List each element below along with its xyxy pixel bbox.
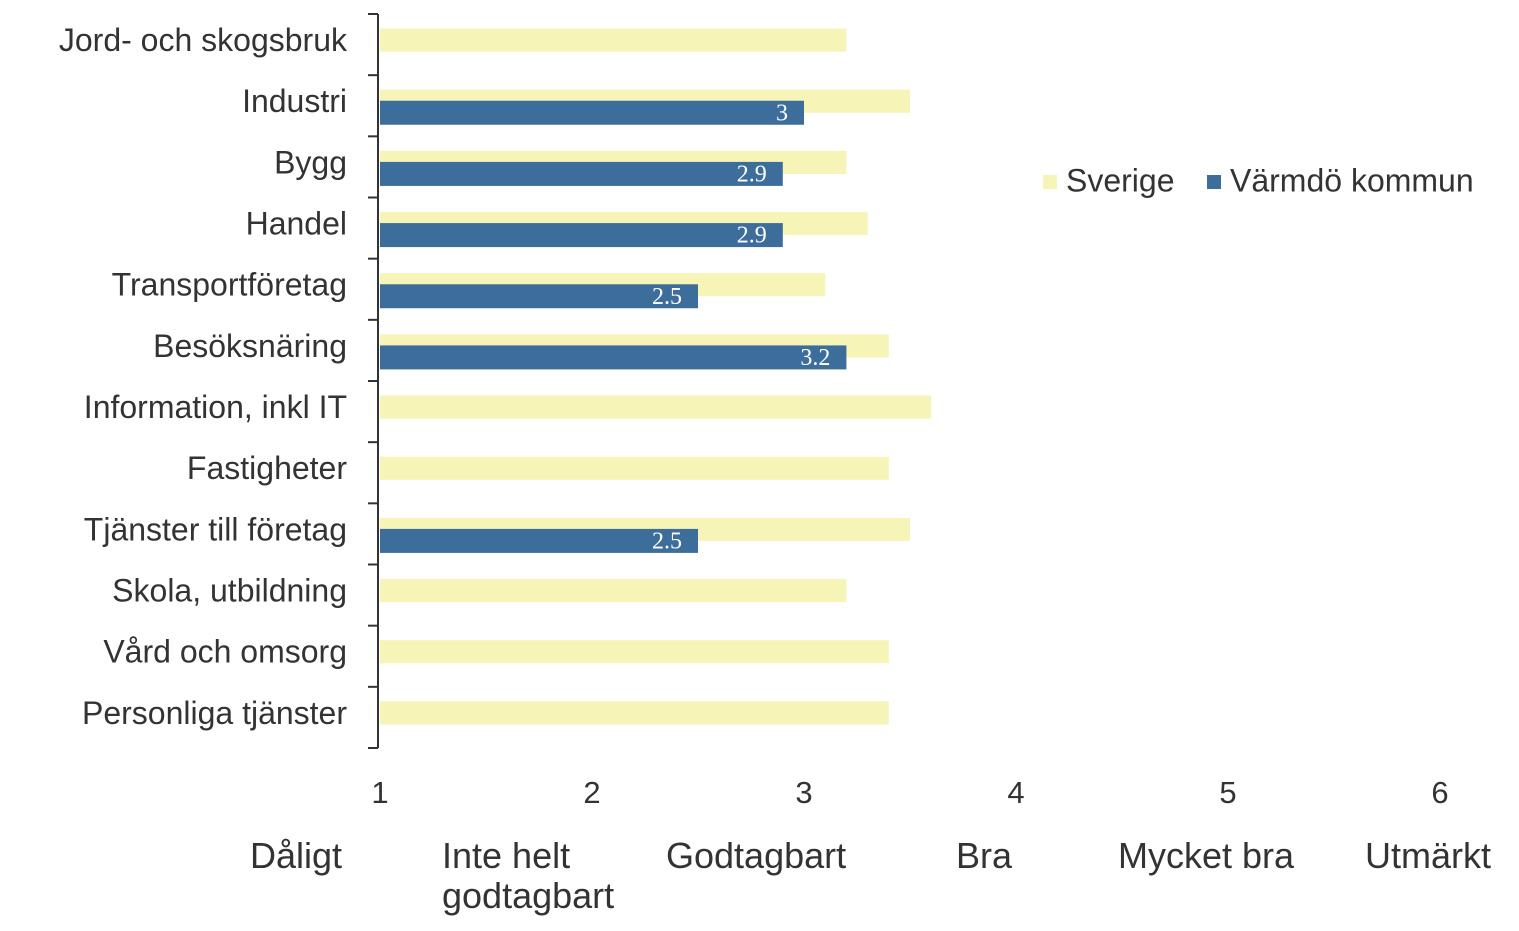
bar [380, 284, 698, 309]
data-label: 2.9 [737, 223, 767, 249]
category-label: Personliga tjänster [82, 695, 347, 731]
category-label: Information, inkl IT [84, 389, 347, 425]
data-label: 3.2 [800, 345, 830, 371]
bar [380, 640, 889, 664]
category-label: Transportföretag [112, 267, 347, 303]
bar [380, 701, 889, 725]
bar [380, 456, 889, 480]
category-label: Bygg [274, 144, 347, 180]
data-label: 2.5 [652, 528, 682, 554]
category-label: Jord- och skogsbruk [59, 22, 348, 58]
bar [380, 161, 783, 186]
bar [380, 579, 847, 603]
bar [380, 528, 698, 553]
x-tick-label: 1 [371, 775, 388, 810]
x-tick-label: 6 [1431, 775, 1448, 810]
x-tick-caption: Utmärkt [1365, 835, 1491, 876]
x-tick-label: 5 [1219, 775, 1236, 810]
legend-swatch [1207, 175, 1221, 189]
bar [380, 345, 847, 370]
category-label: Handel [246, 206, 347, 242]
bar [380, 395, 932, 419]
category-label: Vård och omsorg [103, 634, 347, 670]
legend-label: Sverige [1066, 162, 1175, 198]
bar [380, 223, 783, 248]
x-tick-label: 4 [1007, 775, 1024, 810]
x-tick-caption: Bra [956, 835, 1013, 876]
category-label: Fastigheter [187, 450, 347, 486]
category-label: Tjänster till företag [84, 511, 347, 547]
data-label: 2.5 [652, 284, 682, 310]
x-tick-label: 2 [583, 775, 600, 810]
category-label: Skola, utbildning [112, 573, 347, 609]
data-label: 3 [776, 100, 788, 126]
legend-label: Värmdö kommun [1230, 162, 1474, 198]
data-label: 2.9 [737, 161, 767, 187]
x-tick-caption: Inte helt godtagbart [442, 835, 615, 916]
x-tick-label: 3 [795, 775, 812, 810]
bar [380, 100, 804, 125]
x-tick-caption: Mycket bra [1118, 835, 1295, 876]
legend-swatch [1043, 175, 1057, 189]
category-label: Besöksnäring [153, 328, 347, 364]
x-tick-caption: Godtagbart [666, 835, 847, 876]
x-tick-caption: Dåligt [250, 835, 343, 876]
category-label: Industri [242, 83, 347, 119]
bar [380, 28, 847, 52]
